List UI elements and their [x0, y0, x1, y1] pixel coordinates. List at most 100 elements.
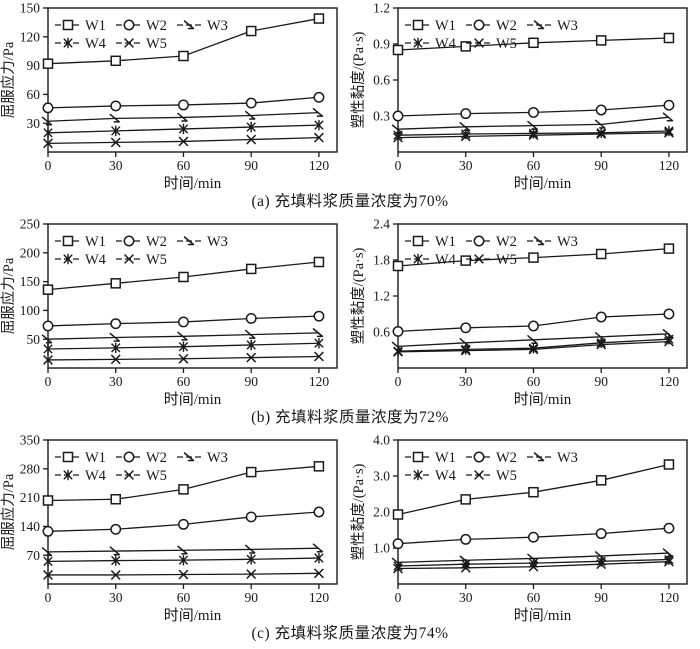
chart-svg: 0.6 1.2 1.8 2.4 0 30 60 90 120 塑性黏度/(Pa·s) 时间/min W…	[350, 217, 688, 408]
svg-text:150: 150	[20, 274, 41, 289]
svg-text:W1: W1	[435, 18, 456, 34]
svg-text:90: 90	[27, 58, 41, 73]
svg-text:1.2: 1.2	[373, 289, 390, 304]
chart-yield-stress-74: 70 140 210 280 350 0 30 60 90 120 屈服应力/Pa 时间/min W1 W…	[0, 432, 350, 624]
svg-text:4.0: 4.0	[373, 433, 390, 448]
svg-text:60: 60	[177, 158, 191, 173]
svg-text:W3: W3	[207, 234, 228, 250]
svg-text:0: 0	[395, 590, 402, 605]
svg-text:W2: W2	[496, 18, 517, 34]
svg-text:W1: W1	[85, 234, 106, 250]
svg-text:90: 90	[244, 158, 258, 173]
figure-row-a: 30 60 90 120 150 0 30 60 90 120 屈服应力/Pa 时间/min W1 W2 W…	[0, 0, 700, 213]
svg-text:W5: W5	[146, 36, 167, 52]
svg-text:50: 50	[27, 332, 41, 347]
svg-text:90: 90	[594, 590, 608, 605]
svg-text:1.8: 1.8	[373, 253, 390, 268]
caption-a: (a) 充填料浆质量浓度为70%	[251, 193, 449, 210]
svg-text:W1: W1	[435, 450, 456, 466]
chart-svg: 50 100 150 200 250 0 30 60 90 120 屈服应力/Pa 时间/min W1 W…	[0, 217, 338, 408]
svg-text:0: 0	[45, 374, 52, 389]
svg-text:W4: W4	[435, 252, 457, 268]
svg-text:30: 30	[109, 374, 123, 389]
svg-text:210: 210	[20, 490, 41, 505]
svg-text:时间/min: 时间/min	[164, 607, 222, 624]
svg-text:2.0: 2.0	[373, 505, 390, 520]
svg-text:时间/min: 时间/min	[164, 391, 222, 408]
svg-text:0: 0	[45, 590, 52, 605]
svg-text:60: 60	[27, 87, 41, 102]
svg-text:0: 0	[45, 158, 52, 173]
svg-text:120: 120	[309, 158, 330, 173]
svg-text:2.4: 2.4	[373, 217, 390, 232]
svg-text:W2: W2	[496, 234, 517, 250]
svg-text:60: 60	[527, 590, 541, 605]
svg-text:W1: W1	[85, 450, 106, 466]
svg-text:120: 120	[659, 374, 680, 389]
svg-text:W1: W1	[435, 234, 456, 250]
svg-text:60: 60	[177, 374, 191, 389]
svg-text:280: 280	[20, 461, 41, 476]
svg-text:0.3: 0.3	[373, 109, 390, 124]
svg-text:250: 250	[20, 217, 41, 232]
svg-text:W5: W5	[496, 252, 517, 268]
svg-text:W4: W4	[435, 36, 457, 52]
svg-text:时间/min: 时间/min	[514, 391, 572, 408]
svg-text:60: 60	[527, 158, 541, 173]
chart-svg: 0.3 0.6 0.9 1.2 0 30 60 90 120 塑性黏度/(Pa·s) 时间/min W…	[350, 1, 688, 192]
chart-plastic-viscosity-74: 1.0 2.0 3.0 4.0 0 30 60 90 120 塑性黏度/(Pa·s) 时间/min W…	[350, 432, 700, 624]
svg-text:0.9: 0.9	[373, 37, 390, 52]
svg-text:W3: W3	[207, 18, 228, 34]
svg-text:屈服应力/Pa: 屈服应力/Pa	[0, 257, 17, 334]
svg-text:塑性黏度/(Pa·s): 塑性黏度/(Pa·s)	[350, 248, 367, 345]
svg-text:90: 90	[594, 374, 608, 389]
svg-text:W3: W3	[557, 234, 578, 250]
svg-text:30: 30	[459, 590, 473, 605]
svg-text:200: 200	[20, 245, 41, 260]
svg-text:1.0: 1.0	[373, 541, 390, 556]
svg-text:时间/min: 时间/min	[164, 175, 222, 192]
svg-text:W1: W1	[85, 18, 106, 34]
caption-b: (b) 充填料浆质量浓度为72%	[251, 409, 449, 426]
svg-text:W5: W5	[146, 468, 167, 484]
chart-plastic-viscosity-70: 0.3 0.6 0.9 1.2 0 30 60 90 120 塑性黏度/(Pa·s) 时间/min W…	[350, 0, 700, 192]
svg-text:W4: W4	[85, 252, 107, 268]
svg-text:W4: W4	[85, 36, 107, 52]
chart-yield-stress-72: 50 100 150 200 250 0 30 60 90 120 屈服应力/Pa 时间/min W1 W…	[0, 216, 350, 408]
svg-text:90: 90	[244, 374, 258, 389]
svg-text:塑性黏度/(Pa·s): 塑性黏度/(Pa·s)	[350, 464, 367, 561]
svg-text:W5: W5	[496, 36, 517, 52]
svg-text:60: 60	[177, 590, 191, 605]
chart-svg: 70 140 210 280 350 0 30 60 90 120 屈服应力/Pa 时间/min W1 W…	[0, 433, 338, 624]
svg-text:0.6: 0.6	[373, 73, 390, 88]
svg-text:120: 120	[309, 374, 330, 389]
svg-text:100: 100	[20, 303, 41, 318]
svg-text:350: 350	[20, 433, 41, 448]
svg-text:屈服应力/Pa: 屈服应力/Pa	[0, 473, 17, 550]
chart-yield-stress-70: 30 60 90 120 150 0 30 60 90 120 屈服应力/Pa 时间/min W1 W2 W…	[0, 0, 350, 192]
svg-text:120: 120	[20, 29, 41, 44]
svg-text:30: 30	[109, 158, 123, 173]
svg-text:90: 90	[244, 590, 258, 605]
caption-c: (c) 充填料浆质量浓度为74%	[251, 625, 449, 642]
svg-text:30: 30	[109, 590, 123, 605]
svg-text:0: 0	[395, 374, 402, 389]
svg-text:90: 90	[594, 158, 608, 173]
svg-text:60: 60	[527, 374, 541, 389]
figure-row-b: 50 100 150 200 250 0 30 60 90 120 屈服应力/Pa 时间/min W1 W…	[0, 216, 700, 429]
chart-plastic-viscosity-72: 0.6 1.2 1.8 2.4 0 30 60 90 120 塑性黏度/(Pa·s) 时间/min W…	[350, 216, 700, 408]
svg-text:W2: W2	[146, 18, 167, 34]
svg-text:时间/min: 时间/min	[514, 175, 572, 192]
svg-text:屈服应力/Pa: 屈服应力/Pa	[0, 41, 17, 118]
svg-text:70: 70	[27, 548, 41, 563]
svg-text:30: 30	[459, 374, 473, 389]
svg-text:120: 120	[659, 158, 680, 173]
svg-text:30: 30	[459, 158, 473, 173]
svg-text:W3: W3	[557, 450, 578, 466]
svg-text:150: 150	[20, 1, 41, 16]
svg-text:时间/min: 时间/min	[514, 607, 572, 624]
svg-text:W5: W5	[146, 252, 167, 268]
svg-text:W2: W2	[496, 450, 517, 466]
